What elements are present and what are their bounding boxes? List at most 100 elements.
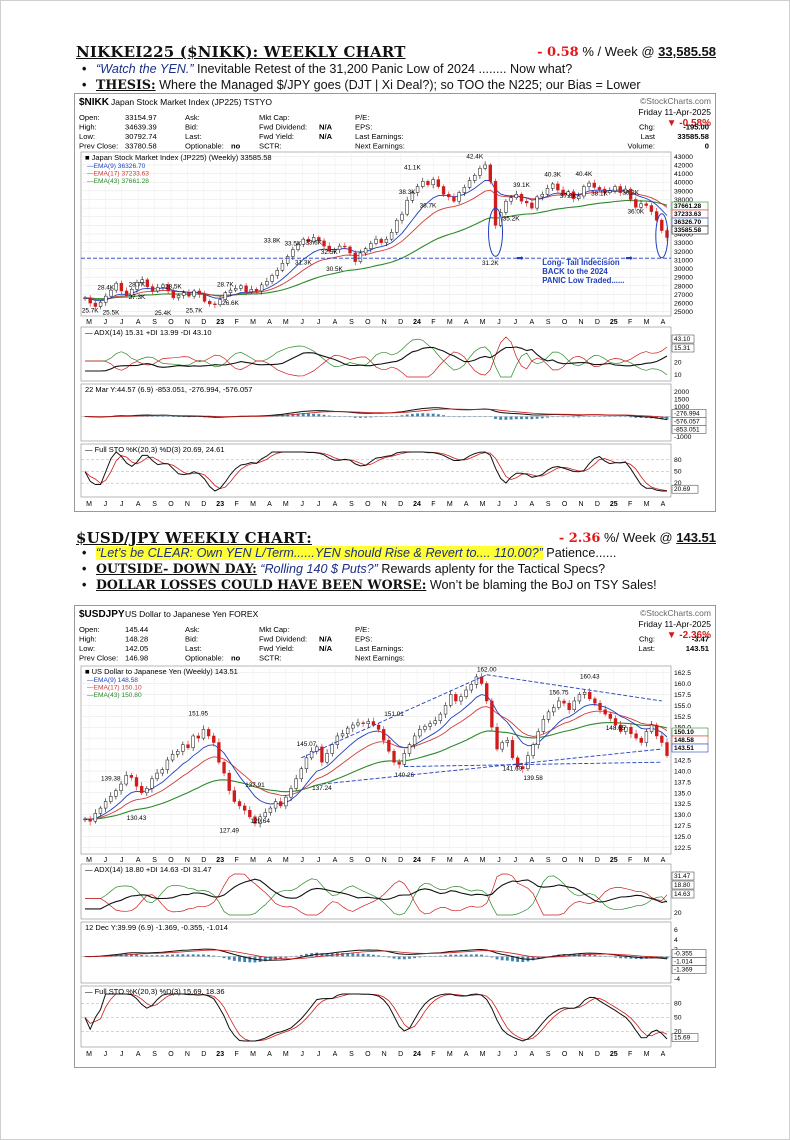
macd-tick-label: 6 xyxy=(674,927,678,934)
candle-body xyxy=(83,297,87,299)
candle-body xyxy=(181,744,185,752)
y-tick-label: 42000 xyxy=(674,162,693,169)
x-tick-label-bottom: J xyxy=(104,501,108,508)
macd-value-box-label: -1.369 xyxy=(674,967,693,974)
legend-entry: —EMA(9) 148.58 xyxy=(87,677,138,684)
quote-label: Bid: xyxy=(185,123,198,132)
nikkei-change-pct: - 0.58 xyxy=(537,45,579,60)
y-tick-label: 39000 xyxy=(674,188,693,195)
candle-body xyxy=(130,288,134,296)
candle-body xyxy=(217,742,221,763)
sto-panel xyxy=(80,443,672,498)
macd-hist-bar xyxy=(181,954,185,957)
candle-body xyxy=(618,186,622,193)
candle-body xyxy=(309,751,314,759)
candle-body xyxy=(353,252,357,262)
price-label: 145.07 xyxy=(297,741,317,748)
macd-hist-bar xyxy=(325,953,329,957)
candle-body xyxy=(135,282,139,290)
y-tick-label: 135.0 xyxy=(674,790,691,797)
nikkei-weekly-change: - 0.58 % / Week @ 33,585.58 xyxy=(537,44,716,60)
candle-body xyxy=(242,805,247,811)
sto-value-box-label: 20.69 xyxy=(674,486,691,493)
macd-hist-bar xyxy=(567,954,571,957)
candle-body xyxy=(306,238,311,243)
candle-body xyxy=(361,722,365,724)
macd-hist-bar xyxy=(593,954,597,957)
macd-hist-bar xyxy=(480,954,484,957)
candle-body xyxy=(405,200,409,215)
sto-tick-label: 20 xyxy=(674,1029,682,1036)
y-tick-label: 132.5 xyxy=(674,801,691,808)
candle-body xyxy=(665,230,669,238)
x-tick-label-bottom: M xyxy=(447,501,453,508)
macd-panel xyxy=(80,921,672,984)
candle-body xyxy=(571,191,576,199)
candle-body xyxy=(495,726,499,750)
macd-hist-bar xyxy=(307,413,310,417)
macd-hist-bar xyxy=(348,416,352,418)
price-label: 40.3K xyxy=(544,172,561,179)
macd-hist-bar xyxy=(438,955,442,957)
x-tick-label: A xyxy=(529,857,534,864)
lower-trendline-2 xyxy=(404,761,662,768)
macd-hist-bar xyxy=(268,956,272,961)
candle-body xyxy=(426,181,430,186)
candle-body xyxy=(124,775,128,785)
x-tick-label: N xyxy=(185,319,190,326)
usdjpy-bullet-3: DOLLAR LOSSES COULD HAVE BEEN WORSE: Won… xyxy=(82,577,657,593)
quote-value: N/A xyxy=(319,635,333,644)
candle-body xyxy=(114,282,118,291)
candle-body xyxy=(423,726,427,730)
x-tick-label: J xyxy=(300,319,304,326)
candle-body xyxy=(392,751,396,763)
candle-body xyxy=(335,735,340,745)
quote-value: 33585.58 xyxy=(677,132,709,141)
candle-body xyxy=(546,711,551,720)
candle-body xyxy=(234,288,238,291)
macd-hist-bar xyxy=(238,956,241,962)
x-tick-label-bottom: J xyxy=(120,1051,124,1058)
y-tick-label: 157.5 xyxy=(674,692,691,699)
x-tick-label: A xyxy=(661,319,666,326)
price-label: 41.1K xyxy=(404,165,421,172)
macd-tick-label: 2000 xyxy=(674,389,689,396)
quote-label: Volume: xyxy=(628,142,655,151)
macd-hist-bar xyxy=(263,956,267,962)
nikkei-last-value: 33,585.58 xyxy=(658,44,716,59)
candle-body xyxy=(259,284,264,292)
candle-body xyxy=(572,700,576,710)
macd-hist-bar xyxy=(402,956,406,960)
macd-hist-bar xyxy=(327,415,331,417)
candle-body xyxy=(654,211,659,221)
x-tick-label-bottom: M xyxy=(480,501,486,508)
x-tick-label-bottom: O xyxy=(168,501,174,508)
candle-body xyxy=(145,788,149,794)
candle-body xyxy=(88,818,92,822)
candle-body xyxy=(397,761,401,765)
quote-label: P/E: xyxy=(355,113,369,122)
price-label: 28.7K xyxy=(217,282,234,289)
candle-body xyxy=(567,702,571,710)
quote-label: Chg: xyxy=(639,635,655,644)
macd-hist-bar xyxy=(346,953,350,957)
candle-body xyxy=(348,246,352,254)
candle-body xyxy=(526,755,530,769)
macd-hist-bar xyxy=(392,956,396,959)
adx-value-box xyxy=(671,871,695,881)
sto-k-line xyxy=(84,451,667,492)
nikkei-bullet-2: THESIS: Where the Managed $/JPY goes (DJ… xyxy=(82,77,641,93)
support-arrow-icon: ➡ xyxy=(625,254,633,264)
x-tick-label: 24 xyxy=(413,857,421,864)
macd-hist-bar xyxy=(509,416,513,420)
quote-label: Chg: xyxy=(639,123,655,132)
candle-body xyxy=(515,757,520,767)
macd-hist-bar xyxy=(572,416,575,418)
y-value-box xyxy=(671,225,709,235)
sto-tick-label: 80 xyxy=(674,457,682,464)
y-tick-label: 41000 xyxy=(674,171,693,178)
x-tick-label-bottom: 25 xyxy=(610,501,618,508)
x-tick-label-bottom: J xyxy=(497,1051,501,1058)
candle-body xyxy=(459,696,463,702)
macd-hist-bar xyxy=(520,416,523,420)
